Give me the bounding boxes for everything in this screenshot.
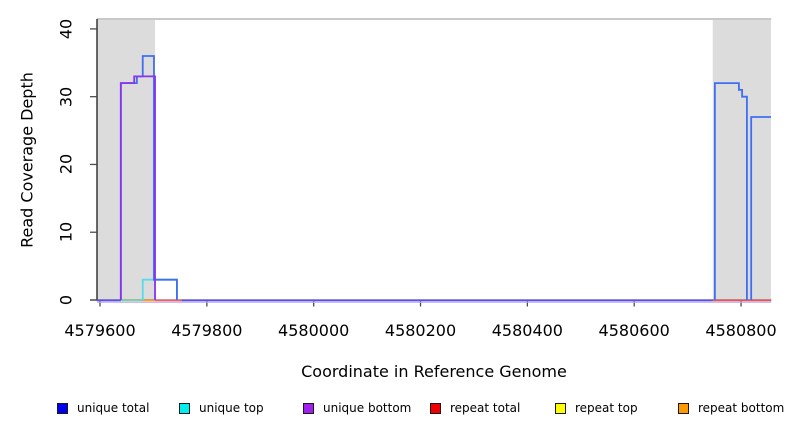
series-unique-bottom — [119, 75, 156, 300]
y-tick-label: 20 — [56, 154, 76, 175]
legend-entry-repeat-total: repeat total — [430, 399, 520, 417]
x-tick-label: 4580400 — [491, 321, 563, 340]
legend-swatch-icon — [430, 402, 441, 414]
legend-entry-unique-bottom: unique bottom — [303, 399, 411, 417]
x-tick-label: 4580200 — [384, 321, 457, 340]
y-tick-label: 10 — [56, 222, 76, 243]
x-tick-label: 4580800 — [705, 321, 777, 340]
series-unique-total — [713, 82, 748, 300]
x-tick-label: 4580000 — [278, 321, 350, 340]
legend-swatch-icon — [179, 402, 190, 414]
legend-swatch-icon — [678, 402, 689, 414]
x-tick-label: 4579800 — [171, 321, 243, 340]
legend-label: unique bottom — [323, 401, 412, 415]
legend-swatch-icon — [303, 402, 314, 414]
legend-entry-unique-total: unique total — [57, 399, 149, 417]
y-tick-label: 30 — [56, 86, 76, 107]
series-unique-total — [750, 116, 771, 300]
chart-legend: unique total unique top unique bottom repea… — [0, 399, 792, 417]
legend-entry-repeat-bottom: repeat bottom — [678, 399, 784, 417]
legend-label: repeat total — [450, 401, 521, 415]
masked-region — [96, 20, 156, 300]
y-tick-label: 0 — [56, 294, 76, 306]
x-tick-label: 4579600 — [64, 321, 136, 340]
legend-label: unique top — [199, 401, 264, 415]
legend-entry-repeat-top: repeat top — [555, 399, 638, 417]
legend-label: unique total — [77, 401, 150, 415]
y-tick-label: 40 — [56, 18, 76, 40]
x-tick-label: 4580600 — [598, 321, 670, 340]
legend-swatch-icon — [555, 402, 566, 414]
masked-region — [712, 20, 771, 300]
legend-label: repeat top — [575, 401, 638, 415]
y-axis-title: Read Coverage Depth — [17, 72, 37, 248]
legend-entry-unique-top: unique top — [179, 399, 264, 417]
legend-label: repeat bottom — [698, 401, 785, 415]
x-axis-title: Coordinate in Reference Genome — [301, 362, 567, 381]
legend-swatch-icon — [57, 402, 68, 414]
